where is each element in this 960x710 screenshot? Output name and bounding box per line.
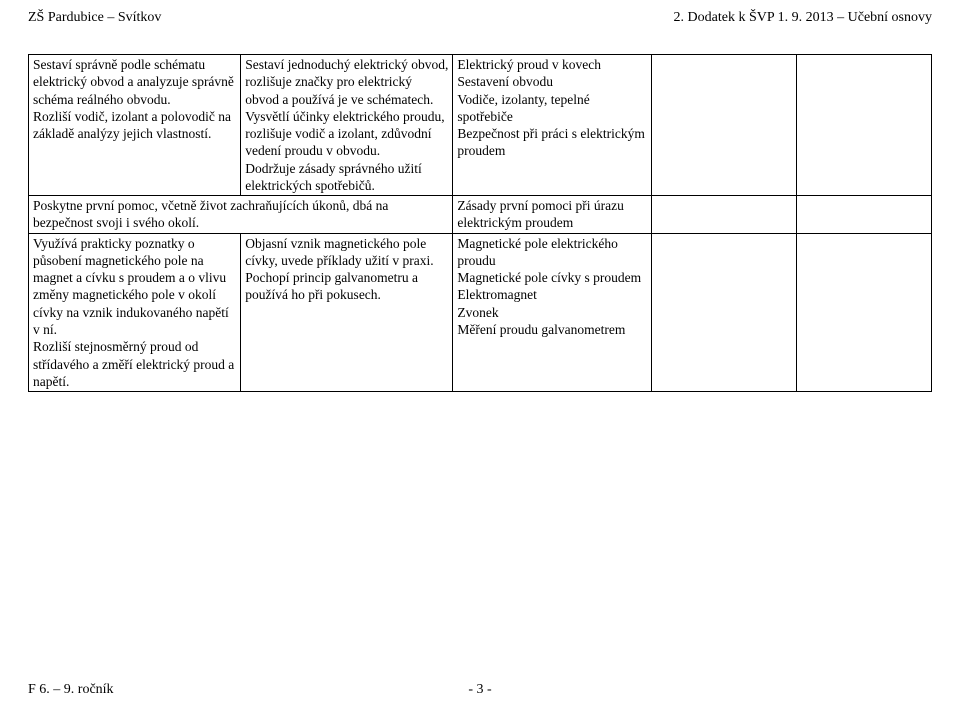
cell-extra1 xyxy=(652,55,796,196)
page-footer: F 6. – 9. ročník - 3 - xyxy=(28,682,932,698)
cell-extra1 xyxy=(652,233,796,391)
cell-extra1 xyxy=(652,196,796,234)
cell-outcome-merged: Poskytne první pomoc, včetně život zachr… xyxy=(29,196,453,234)
cell-extra2 xyxy=(796,233,931,391)
cell-topic: Magnetické pole elektrického prouduMagne… xyxy=(453,233,652,391)
table-row: Využívá prakticky poznatky o působení ma… xyxy=(29,233,932,391)
footer-left: F 6. – 9. ročník xyxy=(28,682,114,697)
cell-activity: Sestaví jednoduchý elektrický obvod, roz… xyxy=(241,55,453,196)
cell-activity: Objasní vznik magnetického pole cívky, u… xyxy=(241,233,453,391)
table-row: Poskytne první pomoc, včetně život zachr… xyxy=(29,196,932,234)
cell-topic: Zásady první pomoci při úrazu elektrický… xyxy=(453,196,652,234)
header-right: 2. Dodatek k ŠVP 1. 9. 2013 – Učební osn… xyxy=(674,10,932,26)
cell-extra2 xyxy=(796,55,931,196)
cell-topic: Elektrický proud v kovechSestavení obvod… xyxy=(453,55,652,196)
header-left: ZŠ Pardubice – Svítkov xyxy=(28,10,161,26)
page-header: ZŠ Pardubice – Svítkov 2. Dodatek k ŠVP … xyxy=(28,10,932,26)
curriculum-table: Sestaví správně podle schématu elektrick… xyxy=(28,54,932,392)
cell-outcome: Sestaví správně podle schématu elektrick… xyxy=(29,55,241,196)
cell-extra2 xyxy=(796,196,931,234)
cell-outcome: Využívá prakticky poznatky o působení ma… xyxy=(29,233,241,391)
page: ZŠ Pardubice – Svítkov 2. Dodatek k ŠVP … xyxy=(0,0,960,710)
footer-page-number: - 3 - xyxy=(468,682,491,698)
table-row: Sestaví správně podle schématu elektrick… xyxy=(29,55,932,196)
